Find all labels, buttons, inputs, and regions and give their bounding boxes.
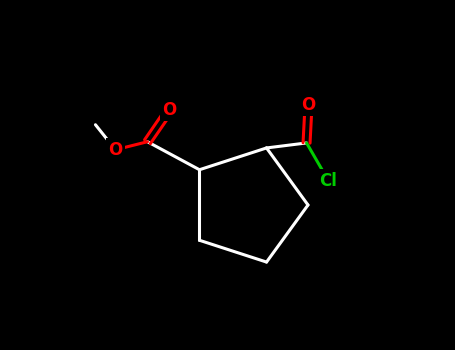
Text: O: O bbox=[108, 141, 122, 159]
Text: O: O bbox=[301, 96, 316, 114]
Text: Cl: Cl bbox=[319, 172, 338, 190]
Text: O: O bbox=[162, 101, 177, 119]
